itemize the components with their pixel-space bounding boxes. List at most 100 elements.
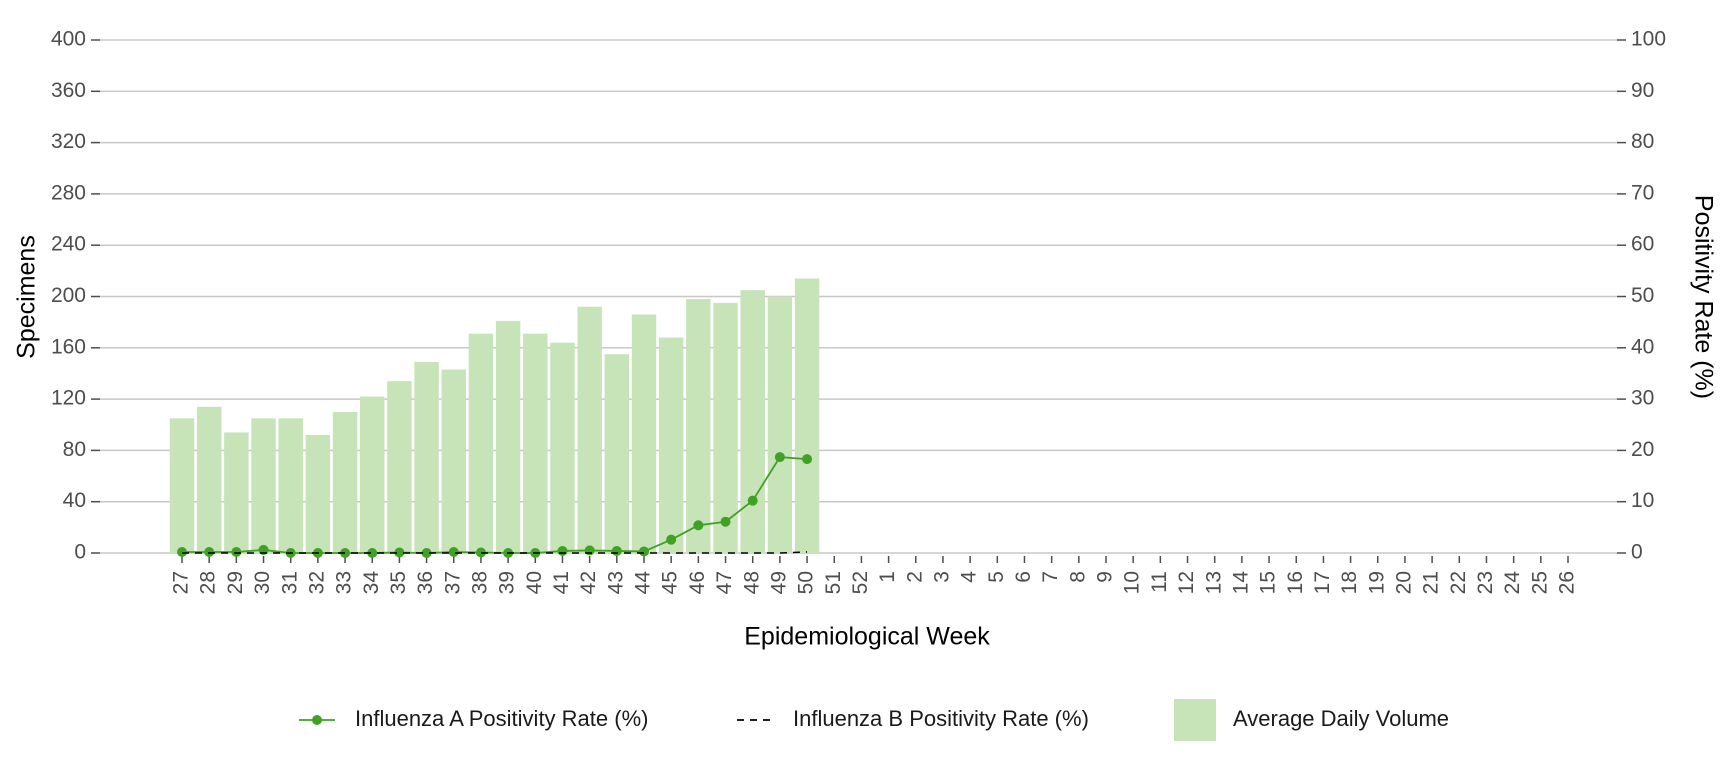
x-tick-label: 10 (1121, 571, 1144, 594)
bar (686, 299, 711, 553)
x-tick-label: 6 (1012, 571, 1035, 583)
bar (495, 320, 521, 553)
x-tick-label: 41 (550, 571, 573, 594)
point (448, 546, 459, 557)
bar (169, 418, 195, 553)
bar (332, 411, 358, 553)
point (666, 534, 677, 545)
x-tick-label: 12 (1175, 571, 1198, 594)
y2-tick-label: 10 (1631, 489, 1654, 512)
point (802, 454, 813, 465)
point (584, 545, 595, 556)
point (693, 520, 704, 531)
point (231, 546, 242, 557)
point (367, 548, 378, 558)
y-tick-label: 320 (51, 130, 86, 153)
x-tick-label: 46 (686, 571, 709, 594)
x-tick-label: 16 (1284, 571, 1307, 594)
legend-swatch (1174, 699, 1216, 741)
bar (251, 418, 276, 553)
bar (631, 314, 657, 553)
x-tick-label: 11 (1148, 571, 1171, 593)
y-tick-label: 360 (51, 79, 86, 102)
point (475, 547, 486, 558)
x-tick-label: 8 (1066, 571, 1089, 583)
y-tick-label: 400 (51, 28, 86, 51)
x-tick-label: 21 (1420, 571, 1443, 594)
x-tick-label: 48 (740, 571, 763, 594)
point (747, 495, 758, 506)
y-tick-label: 240 (51, 233, 86, 256)
x-tick-label: 26 (1556, 571, 1579, 594)
bar (523, 333, 548, 553)
y2-tick-label: 90 (1631, 79, 1654, 102)
y2-tick-label: 0 (1631, 541, 1643, 564)
legend-label: Influenza A Positivity Rate (%) (355, 706, 648, 731)
y2-axis-title: Positivity Rate (%) (1689, 195, 1717, 399)
bar (658, 337, 684, 553)
x-tick-label: 17 (1311, 571, 1334, 594)
x-tick-label: 34 (360, 571, 383, 595)
point (720, 516, 731, 527)
x-tick-label: 35 (387, 571, 410, 594)
x-tick-label: 22 (1447, 571, 1470, 594)
y2-tick-label: 70 (1631, 181, 1654, 204)
x-tick-label: 47 (713, 571, 736, 594)
bar (278, 418, 303, 553)
x-tick-label: 32 (305, 571, 328, 594)
x-tick-label: 18 (1338, 571, 1361, 594)
y-axis-title: Specimens (13, 235, 41, 359)
x-tick-label: 5 (985, 571, 1008, 583)
y2-tick-label: 60 (1631, 233, 1654, 256)
bar (360, 396, 385, 553)
x-tick-label: 1 (876, 571, 899, 583)
bar (196, 406, 222, 553)
x-tick-label: 50 (795, 571, 818, 594)
x-tick-label: 40 (523, 571, 546, 594)
bar (441, 369, 466, 553)
y2-tick-label: 40 (1631, 335, 1654, 358)
point (557, 545, 568, 556)
bar (767, 296, 793, 553)
y2-tick-label: 100 (1631, 28, 1666, 51)
x-tick-label: 33 (333, 571, 356, 594)
x-tick-label: 30 (251, 571, 274, 594)
y-tick-label: 40 (63, 489, 86, 512)
x-tick-label: 20 (1392, 571, 1415, 594)
y2-tick-label: 50 (1631, 284, 1654, 307)
x-tick-label: 2 (903, 571, 926, 583)
y2-tick-label: 30 (1631, 387, 1654, 410)
bar (713, 302, 738, 553)
x-tick-label: 24 (1501, 571, 1524, 595)
bar (414, 361, 439, 553)
y-tick-label: 280 (51, 181, 86, 204)
y-tick-label: 0 (74, 541, 86, 564)
x-tick-label: 49 (767, 571, 790, 594)
bar (577, 306, 602, 553)
bar (468, 333, 494, 553)
point (639, 546, 649, 557)
x-tick-label: 37 (441, 571, 464, 594)
legend-marker (312, 715, 322, 725)
x-tick-label: 28 (197, 571, 220, 594)
x-tick-label: 43 (604, 571, 627, 594)
point (394, 547, 405, 558)
point (774, 452, 785, 463)
x-tick-label: 15 (1257, 571, 1280, 594)
bar (794, 278, 820, 553)
x-tick-label: 3 (930, 571, 953, 583)
y-tick-label: 120 (51, 387, 86, 410)
x-tick-label: 27 (170, 571, 193, 594)
x-tick-label: 38 (468, 571, 491, 594)
bar (224, 432, 249, 553)
bar (550, 342, 575, 553)
x-tick-label: 44 (632, 571, 655, 595)
y-tick-label: 200 (51, 284, 86, 307)
x-tick-label: 52 (849, 571, 872, 594)
x-tick-label: 29 (224, 571, 247, 594)
bar (740, 290, 765, 553)
x-tick-label: 19 (1365, 571, 1388, 594)
point (611, 545, 622, 556)
bar (604, 354, 630, 553)
